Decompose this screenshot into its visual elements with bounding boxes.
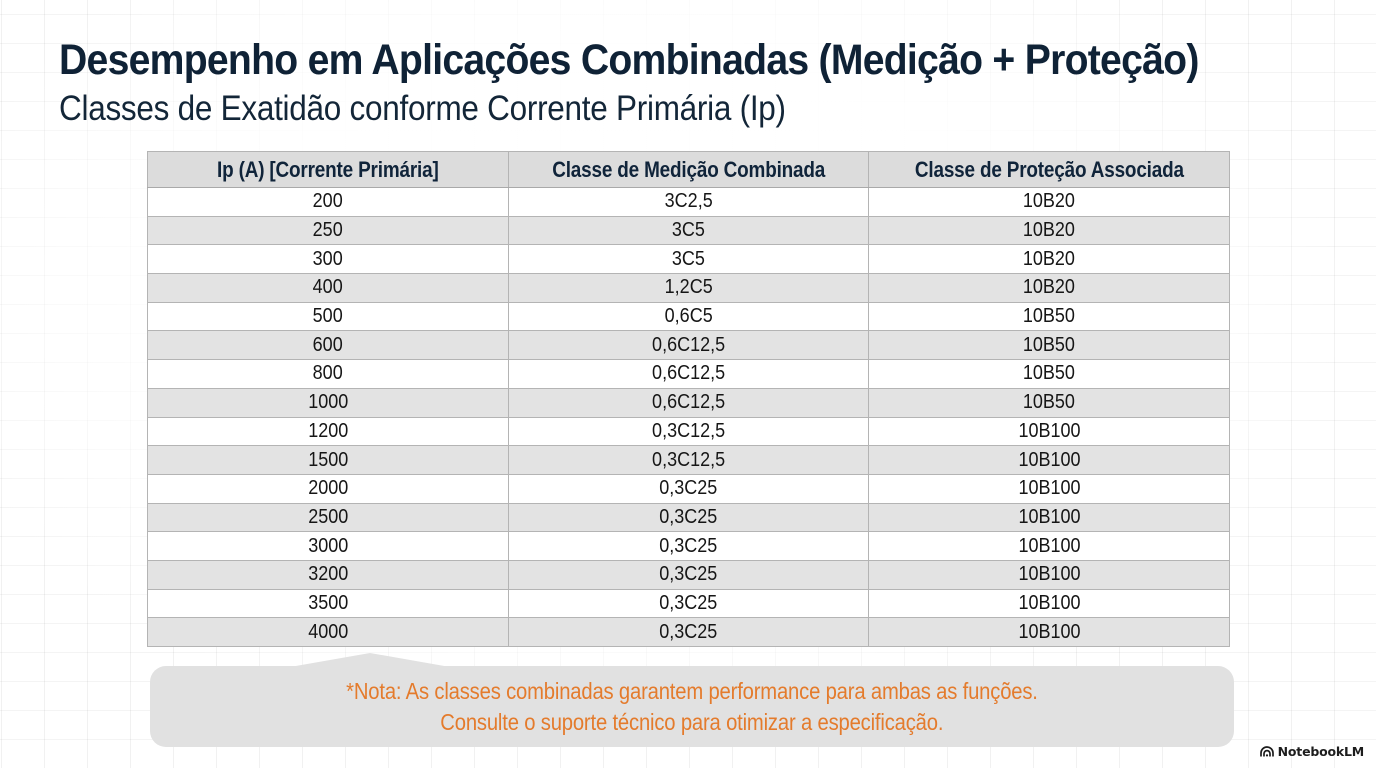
cell-protecao: 10B100 bbox=[868, 559, 1230, 590]
cell-medicao: 0,6C12,5 bbox=[508, 330, 869, 361]
table-row: 400 1,2C5 10B20 bbox=[147, 273, 1230, 303]
cell-protecao: 10B100 bbox=[868, 531, 1230, 561]
cell-medicao: 0,3C25 bbox=[508, 588, 869, 619]
cell-ip: 1500 bbox=[147, 445, 509, 475]
cell-ip: 2500 bbox=[147, 502, 509, 533]
cell-ip: 800 bbox=[147, 359, 509, 389]
cell-protecao: 10B100 bbox=[868, 502, 1230, 533]
table-row: 600 0,6C12,5 10B50 bbox=[147, 330, 1230, 361]
watermark-label: NotebookLM bbox=[1277, 744, 1365, 759]
column-header-label: Ip (A) [Corrente Primária] bbox=[217, 156, 439, 182]
table-row: 3500 0,3C25 10B100 bbox=[147, 588, 1230, 619]
callout-pointer bbox=[290, 653, 450, 667]
table-row: 2500 0,3C25 10B100 bbox=[147, 502, 1230, 533]
table-row: 800 0,6C12,5 10B50 bbox=[147, 359, 1230, 389]
cell-ip: 300 bbox=[147, 244, 509, 275]
table-header-row: Ip (A) [Corrente Primária] Classe de Med… bbox=[147, 151, 1230, 188]
table-row: 1500 0,3C12,5 10B100 bbox=[147, 445, 1230, 475]
cell-ip: 200 bbox=[147, 187, 509, 217]
notebooklm-logo-icon bbox=[1259, 746, 1274, 757]
table-row: 250 3C5 10B20 bbox=[147, 215, 1230, 246]
column-header-label: Classe de Proteção Associada bbox=[914, 156, 1184, 182]
classes-table-container: Ip (A) [Corrente Primária] Classe de Med… bbox=[147, 151, 1230, 647]
cell-protecao: 10B50 bbox=[868, 301, 1230, 332]
cell-protecao: 10B100 bbox=[868, 617, 1230, 647]
cell-ip: 1000 bbox=[147, 387, 509, 418]
cell-medicao: 0,3C12,5 bbox=[508, 445, 869, 475]
cell-protecao: 10B20 bbox=[868, 215, 1230, 246]
cell-ip: 400 bbox=[147, 273, 509, 303]
table-row: 300 3C5 10B20 bbox=[147, 244, 1230, 275]
table-row: 1200 0,3C12,5 10B100 bbox=[147, 416, 1230, 447]
column-header-medicao: Classe de Medição Combinada bbox=[508, 151, 869, 188]
note-line-2: Consulte o suporte técnico para otimizar… bbox=[440, 708, 944, 735]
cell-medicao: 0,3C25 bbox=[508, 502, 869, 533]
cell-medicao: 0,6C12,5 bbox=[508, 387, 869, 418]
table-row: 4000 0,3C25 10B100 bbox=[147, 617, 1230, 647]
cell-protecao: 10B20 bbox=[868, 187, 1230, 217]
table-row: 2000 0,3C25 10B100 bbox=[147, 473, 1230, 504]
cell-medicao: 0,3C25 bbox=[508, 617, 869, 647]
cell-medicao: 3C5 bbox=[508, 215, 869, 246]
cell-protecao: 10B100 bbox=[868, 416, 1230, 447]
cell-medicao: 1,2C5 bbox=[508, 273, 869, 303]
cell-ip: 3200 bbox=[147, 559, 509, 590]
cell-medicao: 3C2,5 bbox=[508, 187, 869, 217]
slide-subtitle: Classes de Exatidão conforme Corrente Pr… bbox=[59, 89, 786, 128]
cell-protecao: 10B50 bbox=[868, 387, 1230, 418]
column-header-ip: Ip (A) [Corrente Primária] bbox=[147, 151, 509, 188]
cell-ip: 600 bbox=[147, 330, 509, 361]
cell-protecao: 10B100 bbox=[868, 445, 1230, 475]
cell-ip: 500 bbox=[147, 301, 509, 332]
cell-protecao: 10B50 bbox=[868, 330, 1230, 361]
note-callout: *Nota: As classes combinadas garantem pe… bbox=[150, 653, 1234, 747]
cell-ip: 250 bbox=[147, 215, 509, 246]
cell-protecao: 10B100 bbox=[868, 588, 1230, 619]
note-line-1: *Nota: As classes combinadas garantem pe… bbox=[346, 677, 1038, 704]
table-body: 200 3C2,5 10B20 250 3C5 10B20 300 3C5 10… bbox=[147, 187, 1230, 647]
cell-protecao: 10B20 bbox=[868, 273, 1230, 303]
cell-medicao: 0,3C25 bbox=[508, 531, 869, 561]
table-row: 500 0,6C5 10B50 bbox=[147, 301, 1230, 332]
cell-ip: 2000 bbox=[147, 473, 509, 504]
cell-protecao: 10B50 bbox=[868, 359, 1230, 389]
slide-title: Desempenho em Aplicações Combinadas (Med… bbox=[59, 36, 1199, 84]
classes-table: Ip (A) [Corrente Primária] Classe de Med… bbox=[147, 151, 1230, 647]
cell-medicao: 0,6C5 bbox=[508, 301, 869, 332]
cell-ip: 1200 bbox=[147, 416, 509, 447]
cell-protecao: 10B100 bbox=[868, 473, 1230, 504]
table-row: 1000 0,6C12,5 10B50 bbox=[147, 387, 1230, 418]
cell-medicao: 3C5 bbox=[508, 244, 869, 275]
table-row: 3200 0,3C25 10B100 bbox=[147, 559, 1230, 590]
cell-ip: 4000 bbox=[147, 617, 509, 647]
cell-medicao: 0,3C25 bbox=[508, 559, 869, 590]
column-header-protecao: Classe de Proteção Associada bbox=[868, 151, 1230, 188]
cell-protecao: 10B20 bbox=[868, 244, 1230, 275]
cell-ip: 3500 bbox=[147, 588, 509, 619]
cell-medicao: 0,3C12,5 bbox=[508, 416, 869, 447]
cell-medicao: 0,3C25 bbox=[508, 473, 869, 504]
table-row: 200 3C2,5 10B20 bbox=[147, 187, 1230, 217]
cell-medicao: 0,6C12,5 bbox=[508, 359, 869, 389]
column-header-label: Classe de Medição Combinada bbox=[552, 156, 825, 182]
table-row: 3000 0,3C25 10B100 bbox=[147, 531, 1230, 561]
cell-ip: 3000 bbox=[147, 531, 509, 561]
notebooklm-watermark: NotebookLM bbox=[1259, 744, 1365, 759]
